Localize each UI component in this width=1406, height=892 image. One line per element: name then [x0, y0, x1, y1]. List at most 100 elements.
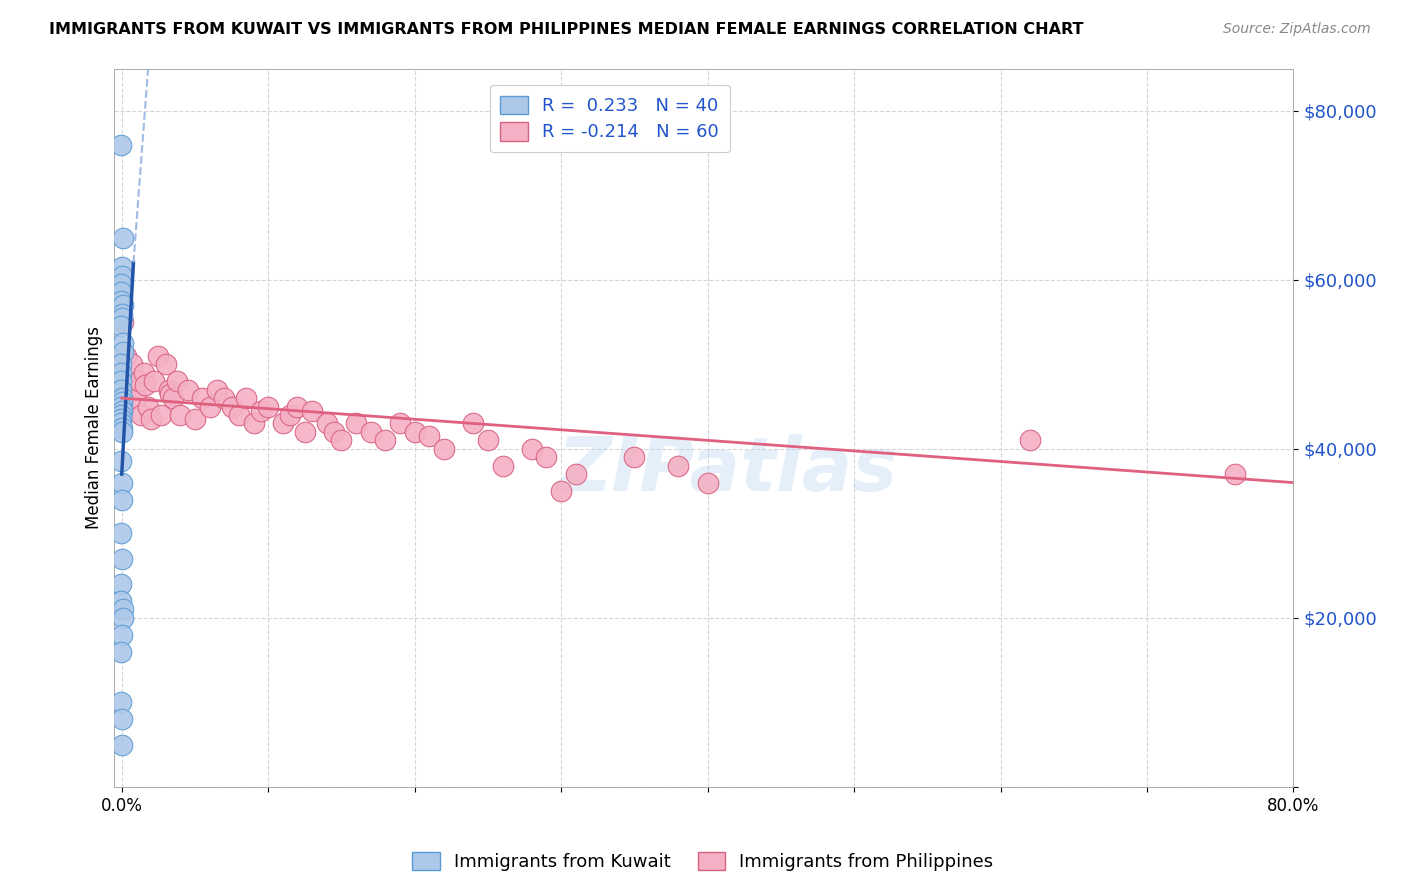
Point: [159, 387, 181, 401]
Point: [111, 230, 134, 244]
Point: [666, 458, 689, 473]
Point: [433, 442, 456, 456]
Point: [121, 357, 143, 371]
Point: [143, 374, 166, 388]
Point: [125, 391, 148, 405]
Point: [228, 408, 250, 422]
Point: [184, 412, 207, 426]
Point: [520, 442, 543, 456]
Point: [110, 277, 132, 291]
Point: [148, 349, 170, 363]
Point: [235, 391, 257, 405]
Point: [205, 383, 228, 397]
Text: Source: ZipAtlas.com: Source: ZipAtlas.com: [1223, 22, 1371, 37]
Point: [110, 526, 132, 541]
Text: ZIPatlas: ZIPatlas: [558, 434, 897, 508]
Point: [111, 310, 134, 325]
Point: [110, 594, 132, 608]
Point: [134, 378, 156, 392]
Point: [110, 400, 132, 414]
Point: [110, 293, 132, 308]
Point: [110, 412, 132, 426]
Point: [110, 395, 132, 409]
Point: [242, 417, 264, 431]
Point: [463, 417, 485, 431]
Point: [111, 492, 134, 507]
Point: [330, 434, 353, 448]
Point: [389, 417, 412, 431]
Point: [110, 319, 132, 334]
Point: [155, 357, 177, 371]
Point: [491, 458, 513, 473]
Point: [132, 366, 155, 380]
Point: [169, 408, 191, 422]
Point: [294, 425, 316, 439]
Point: [360, 425, 382, 439]
Point: [111, 551, 134, 566]
Point: [111, 475, 134, 490]
Text: IMMIGRANTS FROM KUWAIT VS IMMIGRANTS FROM PHILIPPINES MEDIAN FEMALE EARNINGS COR: IMMIGRANTS FROM KUWAIT VS IMMIGRANTS FRO…: [49, 22, 1084, 37]
Point: [111, 425, 134, 439]
Point: [111, 404, 134, 418]
Point: [301, 404, 323, 418]
Point: [112, 315, 135, 329]
Point: [111, 712, 134, 726]
Point: [110, 285, 132, 300]
Point: [565, 467, 588, 482]
Point: [214, 391, 236, 405]
Point: [110, 645, 132, 659]
Point: [111, 611, 134, 625]
Point: [271, 417, 294, 431]
Point: [110, 374, 132, 388]
Point: [323, 425, 346, 439]
Point: [157, 383, 180, 397]
Point: [110, 577, 132, 591]
Point: [250, 404, 273, 418]
Point: [111, 344, 134, 359]
Point: [191, 391, 214, 405]
Point: [115, 349, 138, 363]
Legend: Immigrants from Kuwait, Immigrants from Philippines: Immigrants from Kuwait, Immigrants from …: [405, 845, 1001, 879]
Point: [129, 408, 152, 422]
Point: [696, 475, 718, 490]
Point: [111, 260, 134, 274]
Point: [110, 454, 132, 468]
Point: [110, 366, 132, 380]
Point: [111, 307, 134, 321]
Point: [344, 417, 367, 431]
Point: [136, 400, 159, 414]
Point: [536, 450, 558, 465]
Point: [374, 434, 396, 448]
Point: [110, 695, 132, 709]
Legend: R =  0.233   N = 40, R = -0.214   N = 60: R = 0.233 N = 40, R = -0.214 N = 60: [489, 85, 730, 153]
Point: [111, 298, 134, 312]
Point: [139, 412, 162, 426]
Point: [111, 602, 134, 616]
Point: [1223, 467, 1246, 482]
Point: [110, 357, 132, 371]
Point: [257, 400, 280, 414]
Point: [418, 429, 440, 443]
Point: [110, 137, 132, 152]
Point: [111, 336, 134, 351]
Point: [1018, 434, 1040, 448]
Y-axis label: Median Female Earnings: Median Female Earnings: [86, 326, 103, 529]
Point: [315, 417, 337, 431]
Point: [477, 434, 499, 448]
Point: [221, 400, 243, 414]
Point: [128, 374, 150, 388]
Point: [122, 383, 145, 397]
Point: [110, 383, 132, 397]
Point: [111, 420, 134, 434]
Point: [150, 408, 173, 422]
Point: [623, 450, 645, 465]
Point: [278, 408, 301, 422]
Point: [118, 374, 141, 388]
Point: [287, 400, 309, 414]
Point: [111, 628, 134, 642]
Point: [404, 425, 426, 439]
Point: [198, 400, 221, 414]
Point: [111, 268, 134, 283]
Point: [110, 408, 132, 422]
Point: [162, 391, 184, 405]
